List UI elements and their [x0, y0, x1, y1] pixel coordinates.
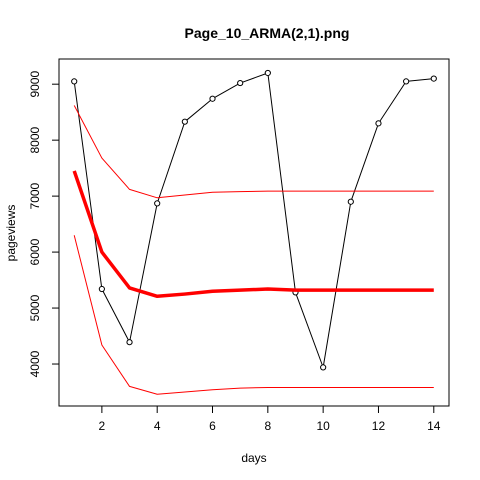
chart-title: Page_10_ARMA(2,1).png	[185, 25, 350, 41]
plot-frame	[59, 59, 449, 406]
x-tick-label: 8	[264, 419, 271, 433]
y-tick-label: 7000	[28, 182, 42, 209]
x-axis-label: days	[241, 451, 266, 465]
x-tick-label: 12	[372, 419, 386, 433]
series-observed-point	[431, 76, 436, 81]
series-observed-point	[155, 201, 160, 206]
y-axis: 4000 5000 6000 7000 8000 9000	[28, 71, 59, 378]
series-layer	[72, 70, 437, 394]
x-tick-label: 10	[316, 419, 330, 433]
series-lower-bound-line	[74, 235, 434, 394]
x-tick-label: 4	[154, 419, 161, 433]
series-observed-point	[127, 340, 132, 345]
series-upper-bound-line	[74, 105, 434, 197]
series-observed-point	[72, 79, 77, 84]
y-tick-label: 6000	[28, 238, 42, 265]
x-axis: 2 4 6 8 10 12 14	[99, 406, 441, 433]
y-tick-label: 4000	[28, 350, 42, 377]
series-observed-point	[348, 199, 353, 204]
series-observed-line	[74, 73, 434, 367]
series-observed-point	[321, 365, 326, 370]
y-axis-label: pageviews	[4, 205, 18, 262]
series-observed-point	[210, 96, 215, 101]
series-observed-point	[238, 80, 243, 85]
y-tick-label: 5000	[28, 294, 42, 321]
x-tick-label: 14	[427, 419, 441, 433]
series-observed-point	[376, 121, 381, 126]
x-tick-label: 2	[99, 419, 106, 433]
series-observed-point	[182, 119, 187, 124]
series-observed-point	[99, 286, 104, 291]
series-observed-point	[404, 79, 409, 84]
series-forecast-line	[74, 171, 434, 296]
y-tick-label: 8000	[28, 126, 42, 153]
y-tick-label: 9000	[28, 71, 42, 98]
x-tick-label: 6	[209, 419, 216, 433]
series-observed-point	[265, 70, 270, 75]
